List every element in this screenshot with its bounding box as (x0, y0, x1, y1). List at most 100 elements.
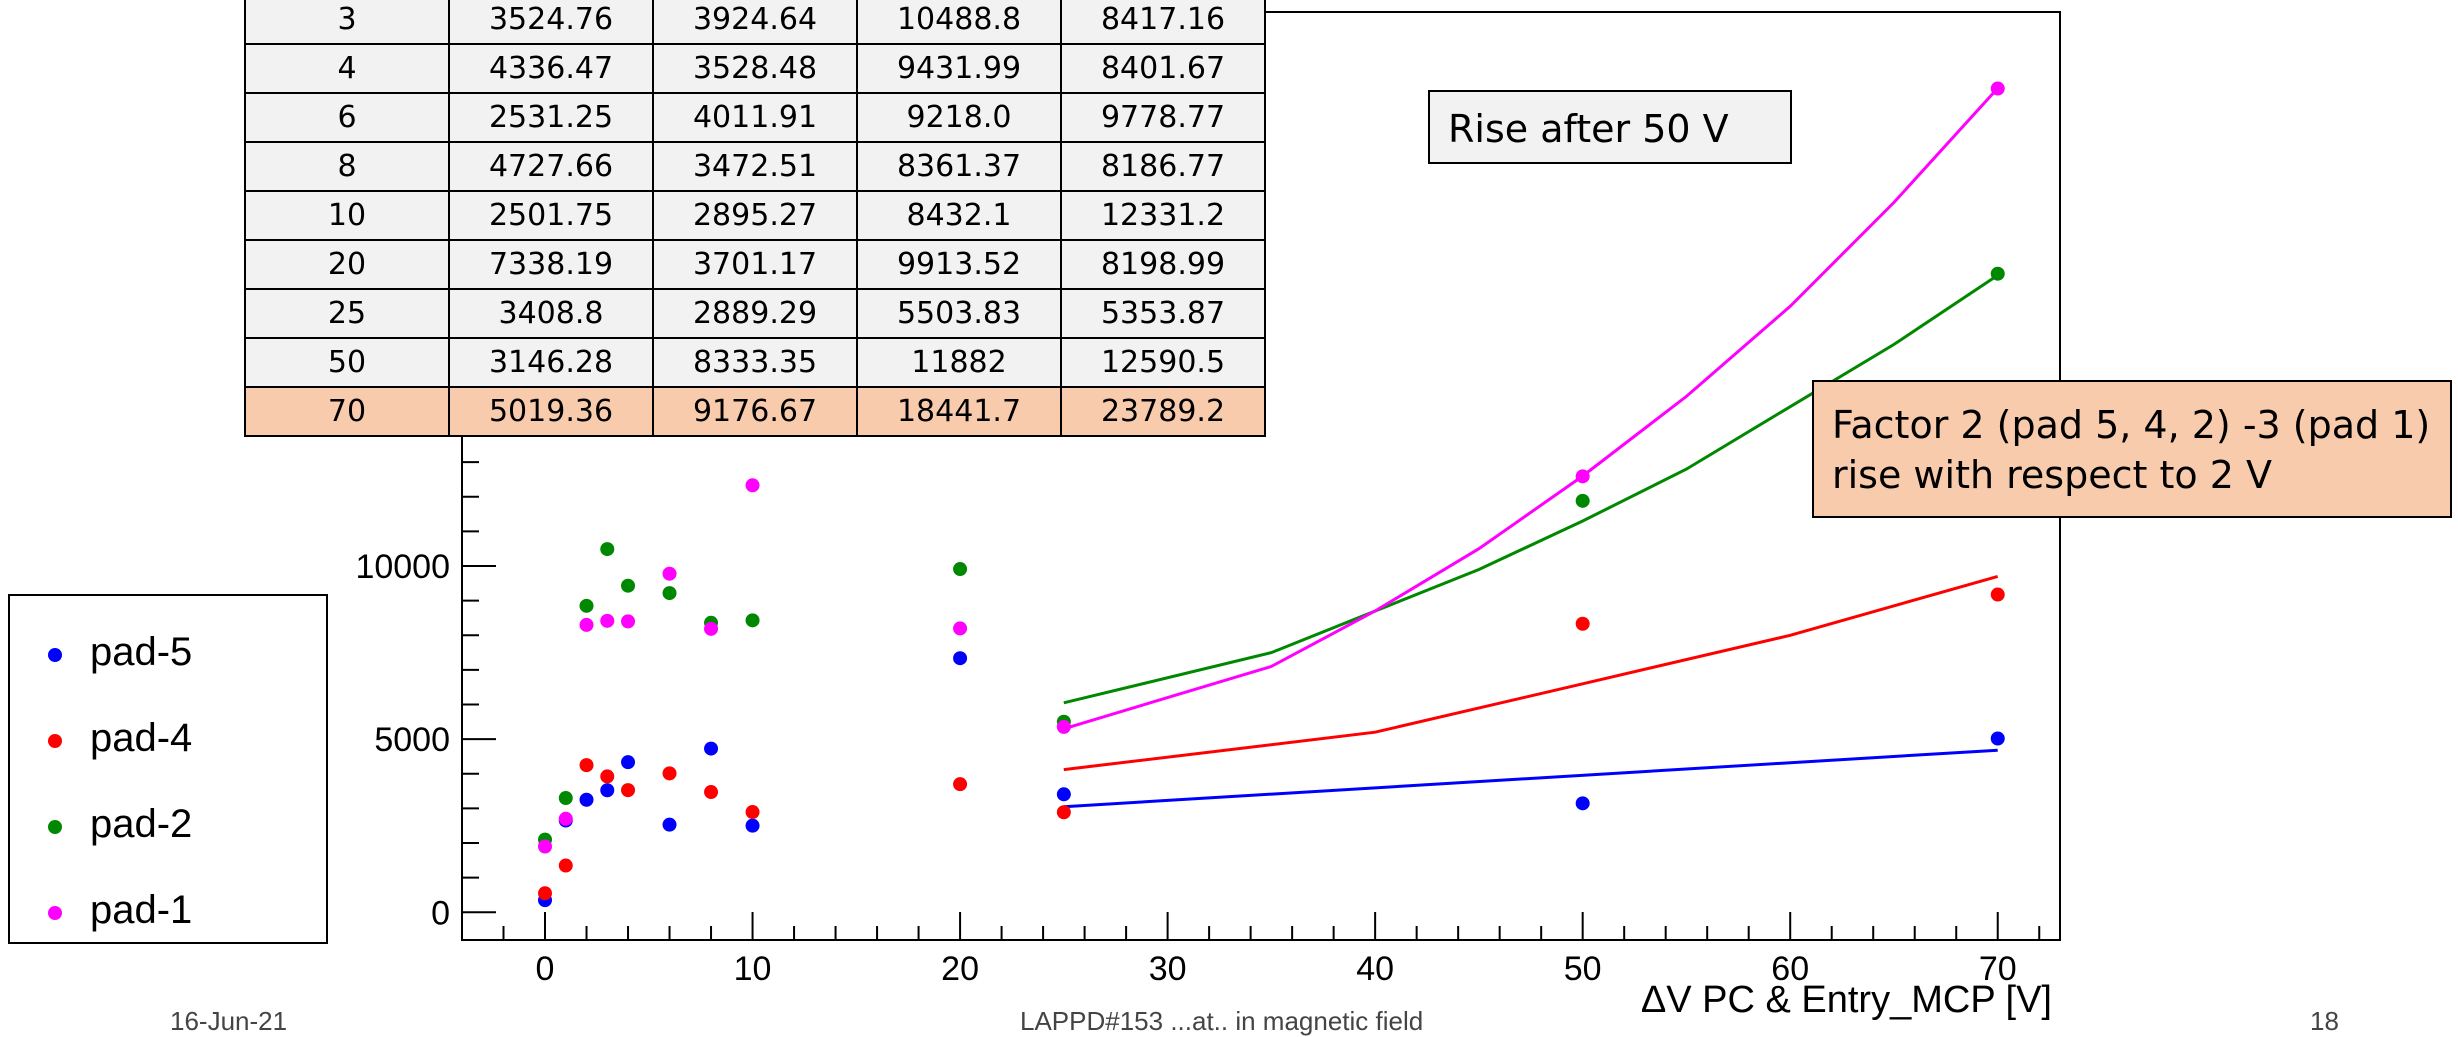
table-cell: 9913.52 (856, 239, 1062, 290)
table-cell: 2895.27 (652, 190, 858, 241)
table-row: 25 3408.8 2889.29 5503.83 5353.87 (244, 288, 1266, 339)
x-tick-label: 10 (734, 950, 772, 988)
pad-4-point (1056, 805, 1071, 820)
table-row: 4 4336.47 3528.48 9431.99 8401.67 (244, 43, 1266, 94)
x-tick-label: 50 (1564, 950, 1602, 988)
factor-annotation: Factor 2 (pad 5, 4, 2) -3 (pad 1) rise w… (1812, 380, 2452, 518)
pad-1-point (1056, 719, 1071, 734)
rise-after-annotation: Rise after 50 V (1428, 90, 1792, 164)
pad-4-point (1575, 616, 1590, 631)
pad-5-point (1575, 796, 1590, 811)
footer-date: 16-Jun-21 (170, 1006, 288, 1036)
pad-2-fit-curve (1063, 273, 1999, 705)
pad-5-point (600, 783, 615, 798)
pad-4-point (579, 758, 594, 773)
legend-label: pad-1 (90, 888, 193, 932)
table-cell: 18441.7 (856, 386, 1062, 437)
table-cell: 2501.75 (448, 190, 654, 241)
pad-2-point (745, 613, 760, 628)
table-row: 6 2531.25 4011.91 9218.0 9778.77 (244, 92, 1266, 143)
pad-4-point (558, 858, 573, 873)
pad-1-point (953, 621, 968, 636)
x-tick-label: 20 (941, 950, 979, 988)
table-cell: 8333.35 (652, 337, 858, 388)
legend-marker (48, 906, 62, 920)
pad-5-point (621, 755, 636, 770)
legend-item-pad-1: pad-1 (10, 884, 326, 944)
table-cell: 3924.64 (652, 0, 858, 45)
table-cell: 4 (244, 43, 450, 94)
legend: pad-5 pad-4 pad-2 pad-1 (8, 594, 328, 944)
table-row: 20 7338.19 3701.17 9913.52 8198.99 (244, 239, 1266, 290)
table-cell: 9431.99 (856, 43, 1062, 94)
pad-1-point (600, 613, 615, 628)
legend-label: pad-5 (90, 630, 193, 674)
x-tick-label: 70 (1979, 950, 2017, 988)
table-cell: 2889.29 (652, 288, 858, 339)
table-cell: 4727.66 (448, 141, 654, 192)
table-cell: 9176.67 (652, 386, 858, 437)
pad-5-point (704, 741, 719, 756)
pad-2-point (1990, 266, 2005, 281)
y-tick-label: 10000 (355, 548, 450, 586)
pad-1-point (745, 478, 760, 493)
legend-item-pad-2: pad-2 (10, 798, 326, 858)
pad-4-point (662, 766, 677, 781)
table-cell: 3408.8 (448, 288, 654, 339)
pad-2-point (600, 542, 615, 557)
pad-5-point (953, 651, 968, 666)
table-row: 50 3146.28 8333.35 11882 12590.5 (244, 337, 1266, 388)
table-cell: 5353.87 (1060, 288, 1266, 339)
table-cell: 4011.91 (652, 92, 858, 143)
pad-1-point (538, 839, 553, 854)
pad-2-point (621, 578, 636, 593)
pad-1-point (621, 614, 636, 629)
pad-5-point (1990, 731, 2005, 746)
x-tick-label: 40 (1356, 950, 1394, 988)
pad-2-point (1575, 493, 1590, 508)
pad-5-point (1056, 787, 1071, 802)
pad-4-point (621, 783, 636, 798)
pad-1-point (558, 811, 573, 826)
table-cell: 12331.2 (1060, 190, 1266, 241)
axis-ticks: 0 10 20 30 40 50 60 70 0 5000 10000 (355, 45, 2041, 988)
table-cell: 3528.48 (652, 43, 858, 94)
x-axis-label: ΔV PC & Entry_MCP [V] (1641, 979, 2052, 1021)
table-cell: 3146.28 (448, 337, 654, 388)
table-cell: 10 (244, 190, 450, 241)
legend-marker (48, 648, 62, 662)
table-cell: 3 (244, 0, 450, 45)
pad-1-point (1990, 81, 2005, 96)
table-cell: 8 (244, 141, 450, 192)
table-cell: 4336.47 (448, 43, 654, 94)
pad-4-point (600, 769, 615, 784)
table-row: 70 5019.36 9176.67 18441.7 23789.2 (244, 386, 1266, 437)
table-cell: 3472.51 (652, 141, 858, 192)
factor-annotation-line1: Factor 2 (pad 5, 4, 2) -3 (pad 1) (1832, 403, 2431, 447)
table-cell: 8361.37 (856, 141, 1062, 192)
y-tick-label: 0 (431, 894, 450, 932)
table-cell: 2531.25 (448, 92, 654, 143)
pad-1-point (579, 617, 594, 632)
pad-1-point (704, 621, 719, 636)
table-cell: 50 (244, 337, 450, 388)
table-cell: 3524.76 (448, 0, 654, 45)
pad-4-point (953, 777, 968, 792)
data-table: 3 3524.76 3924.64 10488.8 8417.16 4 4336.47 352… (244, 0, 1266, 437)
table-cell: 5019.36 (448, 386, 654, 437)
table-cell: 9218.0 (856, 92, 1062, 143)
table-cell: 11882 (856, 337, 1062, 388)
pad-5-point (579, 792, 594, 807)
data-points (538, 81, 2005, 908)
table-cell: 9778.77 (1060, 92, 1266, 143)
table-cell: 7338.19 (448, 239, 654, 290)
x-tick-label: 0 (536, 950, 555, 988)
x-tick-label: 60 (1771, 950, 1809, 988)
table-cell: 6 (244, 92, 450, 143)
table-cell: 3701.17 (652, 239, 858, 290)
table-cell: 8401.67 (1060, 43, 1266, 94)
legend-marker (48, 734, 62, 748)
x-tick-label: 30 (1149, 950, 1187, 988)
table-cell: 8198.99 (1060, 239, 1266, 290)
